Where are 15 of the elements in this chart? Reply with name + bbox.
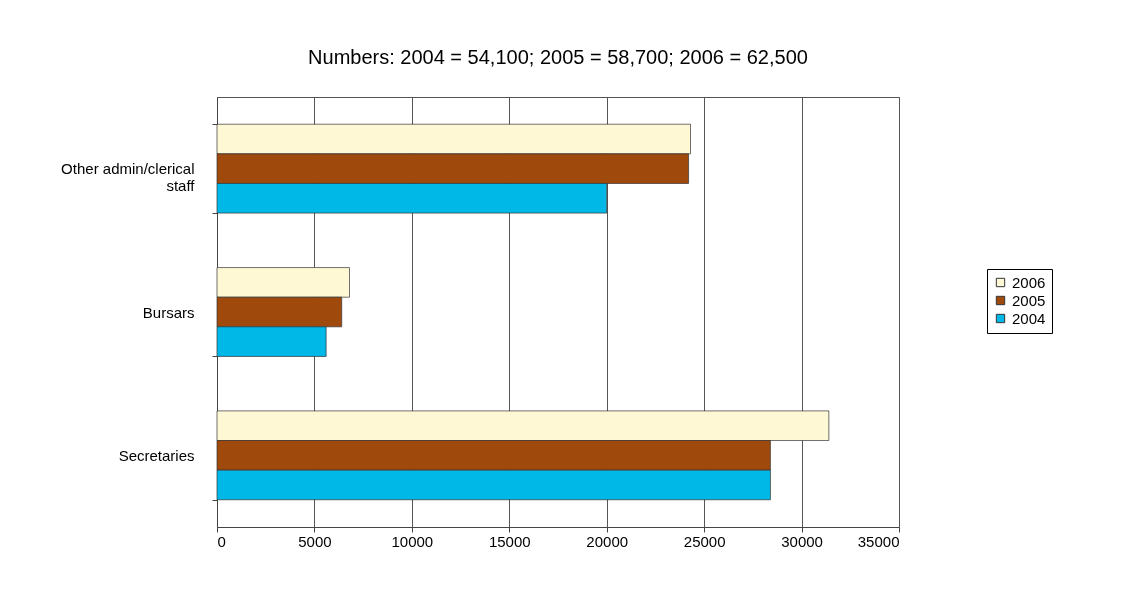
chart-title: Numbers: 2004 = 54,100; 2005 = 58,700; 2006 = 62,500 [308, 46, 808, 68]
y-tick-label: Secretaries [118, 446, 195, 464]
legend-label: 2005 [1012, 291, 1046, 309]
legend-label: 2004 [1012, 309, 1046, 327]
y-tick-label: Other admin/clerical staff [61, 160, 196, 195]
x-tick-label: 0 [217, 532, 226, 550]
x-tick-label: 15000 [488, 532, 531, 550]
x-tick-label: 5000 [298, 532, 332, 550]
x-tick-label: 25000 [683, 532, 726, 550]
x-tick-label: 30000 [781, 532, 823, 550]
x-tick-label: 10000 [391, 532, 434, 550]
y-tick-label: Bursars [142, 303, 195, 321]
x-tick-label: 35000 [857, 532, 900, 550]
legend-label: 2006 [1012, 273, 1046, 291]
x-tick-label: 20000 [586, 532, 629, 550]
